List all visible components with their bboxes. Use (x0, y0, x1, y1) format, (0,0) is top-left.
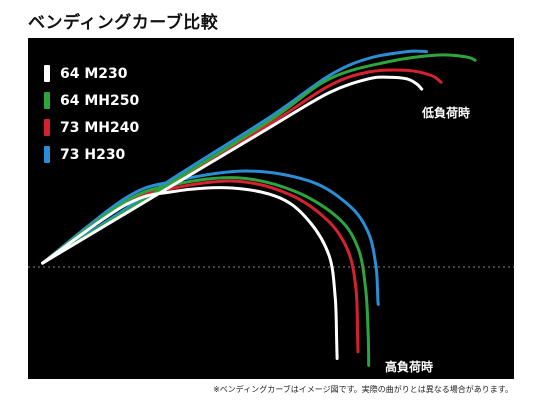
series-line-high-load (41, 179, 360, 354)
series-line-high-load (41, 169, 380, 306)
legend-swatch (44, 146, 50, 163)
chart-panel: 64 M230 64 MH250 73 MH240 73 H230 低負荷時 高… (28, 38, 514, 379)
legend-item: 64 M230 (44, 60, 139, 87)
legend-swatch (44, 65, 50, 82)
legend-swatch (44, 92, 50, 109)
legend-item: 64 MH250 (44, 87, 139, 114)
chart-legend: 64 M230 64 MH250 73 MH240 73 H230 (44, 60, 139, 168)
legend-item: 73 H230 (44, 141, 139, 168)
series-line-high-load (41, 186, 339, 360)
annotation-low-load: 低負荷時 (422, 106, 471, 120)
annotation-high-load: 高負荷時 (385, 360, 434, 374)
legend-label: 64 MH250 (60, 92, 140, 109)
legend-label: 73 H230 (60, 146, 126, 163)
chart-plot-area (28, 49, 514, 367)
legend-item: 73 MH240 (44, 114, 139, 141)
legend-label: 73 MH240 (60, 119, 140, 136)
footnote: ※ベンディングカーブはイメージ図です。実際の曲がりとは異なる場合があります。 (213, 385, 513, 394)
series-line-high-load (41, 176, 371, 367)
chart-title: ベンディングカーブ比較 (28, 13, 219, 33)
legend-label: 64 M230 (60, 65, 128, 82)
legend-swatch (44, 119, 50, 136)
series-line-low-load (41, 75, 424, 265)
